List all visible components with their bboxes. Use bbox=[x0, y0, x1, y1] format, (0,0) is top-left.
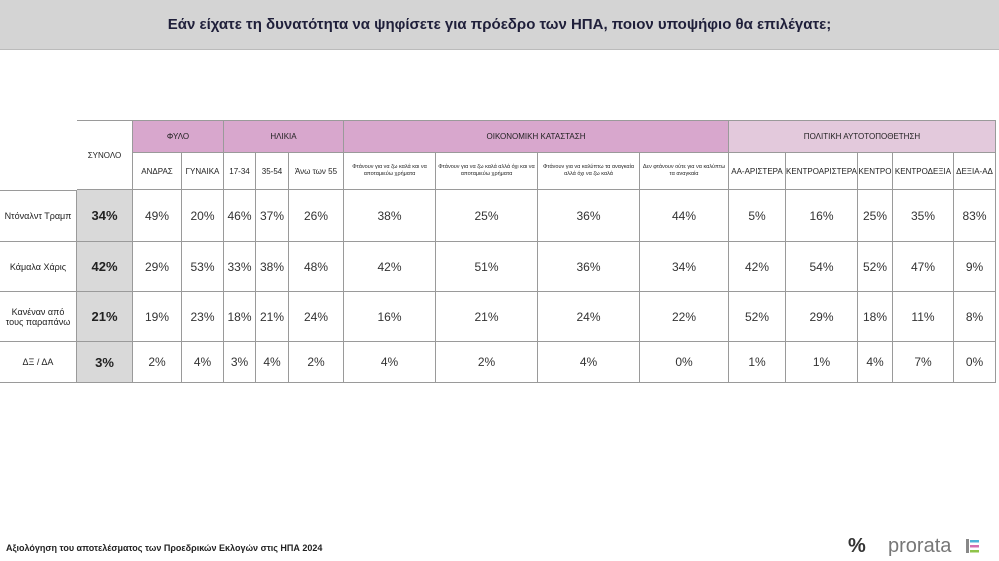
row-label: ΔΞ / ΔΑ bbox=[0, 342, 77, 383]
data-cell: 53% bbox=[182, 242, 224, 292]
data-cell: 24% bbox=[538, 292, 640, 342]
logo-bar bbox=[970, 545, 979, 548]
data-cell: 19% bbox=[133, 292, 182, 342]
data-cell: 4% bbox=[538, 342, 640, 383]
data-cell: 2% bbox=[289, 342, 344, 383]
data-cell: 35% bbox=[893, 190, 954, 242]
logo: prorata bbox=[888, 534, 952, 557]
column-header: ΑΑ-ΑΡΙΣΤΕΡΑ bbox=[729, 153, 786, 190]
row-label: Κάμαλα Χάρις bbox=[0, 242, 77, 292]
data-cell: 21% bbox=[436, 292, 538, 342]
data-cell: 0% bbox=[954, 342, 996, 383]
data-cell: 23% bbox=[182, 292, 224, 342]
data-cell: 37% bbox=[256, 190, 289, 242]
data-cell: 48% bbox=[289, 242, 344, 292]
data-cell: 4% bbox=[182, 342, 224, 383]
column-header: ΑΝΔΡΑΣ bbox=[133, 153, 182, 190]
data-cell: 18% bbox=[224, 292, 256, 342]
total-header: ΣΥΝΟΛΟ bbox=[77, 120, 133, 190]
total-cell: 42% bbox=[77, 242, 133, 292]
data-cell: 3% bbox=[224, 342, 256, 383]
data-cell: 29% bbox=[786, 292, 858, 342]
data-cell: 16% bbox=[344, 292, 436, 342]
data-cell: 22% bbox=[640, 292, 729, 342]
data-cell: 5% bbox=[729, 190, 786, 242]
data-cell: 51% bbox=[436, 242, 538, 292]
data-cell: 42% bbox=[729, 242, 786, 292]
total-cell: 3% bbox=[77, 342, 133, 383]
data-cell: 42% bbox=[344, 242, 436, 292]
total-cell: 34% bbox=[77, 190, 133, 242]
data-cell: 44% bbox=[640, 190, 729, 242]
data-cell: 21% bbox=[256, 292, 289, 342]
data-cell: 33% bbox=[224, 242, 256, 292]
column-header: Δεν φτάνουν ούτε για να καλύπτω τα αναγκ… bbox=[640, 153, 729, 190]
footer: Αξιολόγηση του αποτελέσματος των Προεδρι… bbox=[6, 543, 323, 553]
data-cell: 4% bbox=[858, 342, 893, 383]
group-header: ΟΙΚΟΝΟΜΙΚΗ ΚΑΤΑΣΤΑΣΗ bbox=[344, 120, 729, 153]
logo-bars bbox=[966, 539, 979, 553]
data-cell: 0% bbox=[640, 342, 729, 383]
total-cell: 21% bbox=[77, 292, 133, 342]
data-cell: 36% bbox=[538, 190, 640, 242]
column-header: Φτάνουν για να ζω καλά και να αποταμιεύω… bbox=[344, 153, 436, 190]
data-cell: 2% bbox=[436, 342, 538, 383]
data-cell: 26% bbox=[289, 190, 344, 242]
data-cell: 9% bbox=[954, 242, 996, 292]
column-header: 35-54 bbox=[256, 153, 289, 190]
column-header: ΔΕΞΙΑ-ΑΔ bbox=[954, 153, 996, 190]
data-cell: 11% bbox=[893, 292, 954, 342]
row-label: Κανέναν από τους παραπάνω bbox=[0, 292, 77, 342]
column-header: Φτάνουν για να καλύπτω τα αναγκαία αλλά … bbox=[538, 153, 640, 190]
data-cell: 54% bbox=[786, 242, 858, 292]
data-cell: 2% bbox=[133, 342, 182, 383]
column-header: ΚΕΝΤΡΟ bbox=[858, 153, 893, 190]
title-bar: Εάν είχατε τη δυνατότητα να ψηφίσετε για… bbox=[0, 0, 999, 50]
data-cell: 38% bbox=[256, 242, 289, 292]
data-cell: 4% bbox=[344, 342, 436, 383]
data-cell: 8% bbox=[954, 292, 996, 342]
column-header: ΚΕΝΤΡΟΔΕΞΙΑ bbox=[893, 153, 954, 190]
logo-bar bbox=[970, 550, 979, 553]
data-cell: 18% bbox=[858, 292, 893, 342]
column-header: 17-34 bbox=[224, 153, 256, 190]
data-cell: 25% bbox=[436, 190, 538, 242]
data-cell: 46% bbox=[224, 190, 256, 242]
column-header: ΚΕΝΤΡΟΑΡΙΣΤΕΡΑ bbox=[786, 153, 858, 190]
data-cell: 83% bbox=[954, 190, 996, 242]
data-cell: 47% bbox=[893, 242, 954, 292]
group-header: ΦΥΛΟ bbox=[133, 120, 224, 153]
column-header: Άνω των 55 bbox=[289, 153, 344, 190]
data-cell: 1% bbox=[786, 342, 858, 383]
data-cell: 25% bbox=[858, 190, 893, 242]
group-header: ΗΛΙΚΙΑ bbox=[224, 120, 344, 153]
data-cell: 1% bbox=[729, 342, 786, 383]
column-header: ΓΥΝΑΙΚΑ bbox=[182, 153, 224, 190]
data-cell: 36% bbox=[538, 242, 640, 292]
data-cell: 7% bbox=[893, 342, 954, 383]
data-cell: 4% bbox=[256, 342, 289, 383]
data-cell: 52% bbox=[858, 242, 893, 292]
data-cell: 49% bbox=[133, 190, 182, 242]
data-cell: 34% bbox=[640, 242, 729, 292]
logo-mark: % bbox=[848, 534, 866, 557]
logo-bar bbox=[970, 540, 979, 543]
row-label: Ντόναλντ Τραμπ bbox=[0, 190, 77, 242]
data-cell: 38% bbox=[344, 190, 436, 242]
data-cell: 52% bbox=[729, 292, 786, 342]
data-cell: 24% bbox=[289, 292, 344, 342]
group-header: ΠΟΛΙΤΙΚΗ ΑΥΤΟΤΟΠΟΘΕΤΗΣΗ bbox=[729, 120, 996, 153]
data-cell: 16% bbox=[786, 190, 858, 242]
logo-bar bbox=[966, 539, 969, 553]
data-cell: 20% bbox=[182, 190, 224, 242]
column-header: Φτάνουν για να ζω καλά αλλά όχι και να α… bbox=[436, 153, 538, 190]
data-cell: 29% bbox=[133, 242, 182, 292]
